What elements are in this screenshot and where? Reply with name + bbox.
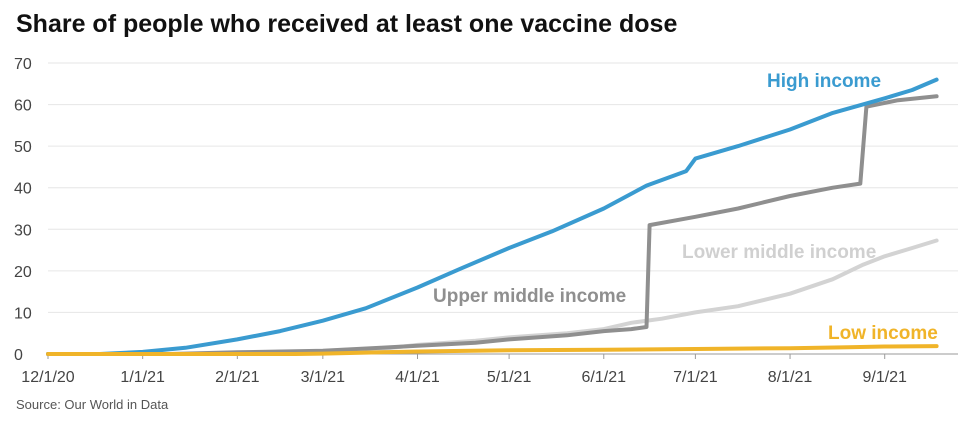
series-line-upper-middle-income xyxy=(46,94,939,356)
x-tick-label: 4/1/21 xyxy=(395,369,440,386)
y-tick-label: 40 xyxy=(14,181,32,198)
x-tick-label: 2/1/21 xyxy=(215,369,260,386)
y-tick-label: 30 xyxy=(14,222,32,239)
series-label-lower-middle-income: Lower middle income xyxy=(682,242,876,263)
x-tick-label: 3/1/21 xyxy=(301,369,346,386)
source-note: Source: Our World in Data xyxy=(16,397,169,412)
x-tick-label: 7/1/21 xyxy=(673,369,718,386)
x-axis: 12/1/20 1/1/21 2/1/21 3/1/21 4/1/21 5/1/21 6/1… xyxy=(21,354,907,386)
x-tick-label: 5/1/21 xyxy=(487,369,532,386)
y-tick-label: 0 xyxy=(14,347,23,364)
chart-title: Share of people who received at least on… xyxy=(16,10,678,38)
y-tick-label: 70 xyxy=(14,56,32,73)
y-tick-label: 20 xyxy=(14,264,32,281)
series-labels: High income Upper middle income Lower mi… xyxy=(433,71,938,344)
series-lines xyxy=(46,77,939,356)
series-line-high-income xyxy=(46,77,939,356)
x-tick-label: 12/1/20 xyxy=(21,369,74,386)
series-label-high-income: High income xyxy=(767,71,881,92)
series-label-low-income: Low income xyxy=(828,323,938,344)
x-tick-label: 1/1/21 xyxy=(120,369,165,386)
series-line-low-income xyxy=(46,344,939,356)
gridlines xyxy=(48,62,958,355)
y-tick-label: 50 xyxy=(14,139,32,156)
x-tick-label: 8/1/21 xyxy=(768,369,813,386)
y-axis: 0 10 20 30 40 50 60 70 xyxy=(14,56,32,364)
y-tick-label: 10 xyxy=(14,305,32,322)
y-tick-label: 60 xyxy=(14,98,32,115)
x-tick-label: 9/1/21 xyxy=(862,369,907,386)
x-tick-label: 6/1/21 xyxy=(582,369,627,386)
series-label-upper-middle-income: Upper middle income xyxy=(433,286,626,307)
